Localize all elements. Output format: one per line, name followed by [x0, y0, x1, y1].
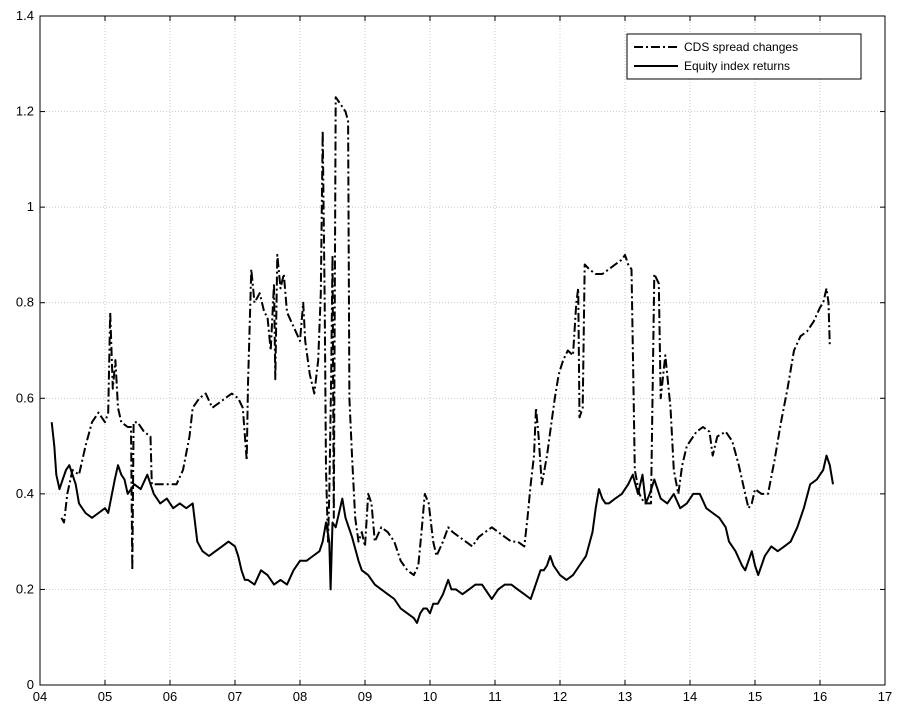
- y-tick-label: 0.8: [16, 295, 34, 310]
- y-tick-label: 0.2: [16, 581, 34, 596]
- legend-box: [626, 33, 862, 80]
- plot-background: [40, 16, 885, 685]
- y-tick-label: 1.4: [16, 8, 34, 23]
- x-tick-label: 15: [748, 689, 762, 704]
- legend-label-equity: Equity index returns: [684, 59, 790, 73]
- y-tick-label: 0: [27, 677, 34, 692]
- x-tick-label: 14: [683, 689, 697, 704]
- x-tick-label: 05: [98, 689, 112, 704]
- x-tick-label: 13: [618, 689, 632, 704]
- series-line-equity-index-returns: [50, 422, 834, 624]
- y-tick-label: 1.2: [16, 104, 34, 119]
- x-tick-label: 06: [163, 689, 177, 704]
- series-line-cds-spread-changes: [60, 96, 831, 577]
- legend: CDS spread changes Equity index returns: [626, 33, 862, 80]
- axis-ticks: 04 05 06 07 08 09 10 11 12 13 14 15 16 17 0 0.2 0.4 0.6 0.…: [16, 8, 892, 704]
- x-tick-label: 17: [878, 689, 892, 704]
- x-tick-label: 10: [423, 689, 437, 704]
- x-tick-label: 16: [813, 689, 827, 704]
- x-tick-label: 09: [358, 689, 372, 704]
- y-tick-label: 0.4: [16, 486, 34, 501]
- x-tick-label: 11: [488, 689, 502, 704]
- legend-label-cds: CDS spread changes: [684, 40, 798, 54]
- x-tick-label: 04: [33, 689, 47, 704]
- x-tick-label: 12: [553, 689, 567, 704]
- plot-border: [39, 15, 886, 686]
- x-tick-label: 07: [228, 689, 242, 704]
- y-tick-label: 1: [27, 199, 34, 214]
- series-lines: [50, 96, 834, 624]
- x-tick-label: 08: [293, 689, 307, 704]
- y-tick-label: 0.6: [16, 390, 34, 405]
- grid-lines: [40, 16, 885, 685]
